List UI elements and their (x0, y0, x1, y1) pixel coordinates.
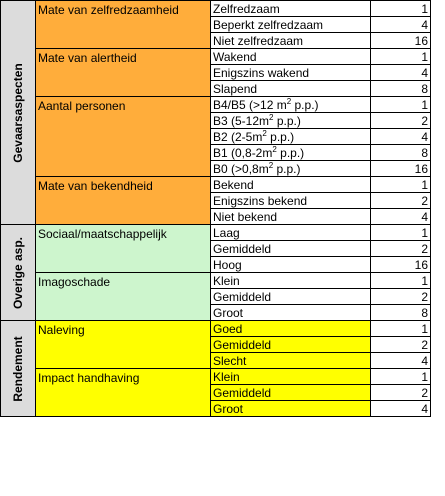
category-cell[interactable]: Aantal personen (35, 96, 211, 177)
score-cell[interactable]: 1 (370, 0, 431, 17)
table-row: Rendement Naleving Goed 1 (0, 320, 431, 417)
risk-matrix-table: Gevaarsaspecten Mate van zelfredzaamheid Z… (0, 0, 431, 417)
category-cell[interactable]: Impact handhaving (35, 368, 211, 417)
option-cell[interactable]: Goed (210, 320, 371, 337)
option-cell[interactable]: Groot (210, 304, 371, 321)
option-cell[interactable]: Bekend (210, 176, 371, 193)
score-cell[interactable]: 4 (370, 64, 431, 81)
score-cell[interactable]: 8 (370, 80, 431, 97)
score-cell[interactable]: 4 (370, 128, 431, 145)
category-cell[interactable]: Imagoschade (35, 272, 211, 321)
option-cell[interactable]: Gemiddeld (210, 336, 371, 353)
superscript-two: 2 (269, 112, 274, 122)
superscript-two: 2 (272, 144, 277, 154)
option-cell[interactable]: Enigszins bekend (210, 192, 371, 209)
score-cell[interactable]: 16 (370, 32, 431, 49)
option-cell[interactable]: Gemiddeld (210, 240, 371, 257)
risk-matrix-body: Gevaarsaspecten Mate van zelfredzaamheid Z… (0, 0, 431, 417)
score-cell[interactable]: 1 (370, 320, 431, 337)
score-cell[interactable]: 2 (370, 112, 431, 129)
score-cell[interactable]: 16 (370, 160, 431, 177)
section-label: Rendement (11, 335, 25, 402)
table-row: Enigszins bekend 2 (1, 192, 431, 209)
score-cell[interactable]: 4 (370, 352, 431, 369)
category-cell[interactable]: Mate van zelfredzaamheid (35, 0, 211, 49)
table-row: B1 (0,8-2m2 p.p.) 8 (1, 144, 431, 161)
option-cell[interactable]: B1 (0,8-2m2 p.p.) (210, 144, 371, 161)
option-cell[interactable]: Gemiddeld (210, 384, 371, 401)
option-cell[interactable]: Niet bekend (210, 208, 371, 225)
option-cell[interactable]: Laag (210, 224, 371, 241)
section-label: Gevaarsaspecten (11, 62, 25, 163)
table-row: Impact handhaving Klein 1 (1, 368, 431, 417)
score-cell[interactable]: 8 (370, 144, 431, 161)
score-cell[interactable]: 4 (370, 400, 431, 417)
section-header-cell[interactable]: Rendement (0, 320, 36, 417)
table-row: Gemiddeld 2 (1, 384, 431, 401)
score-cell[interactable]: 1 (370, 224, 431, 241)
option-cell[interactable]: B2 (2-5m2 p.p.) (210, 128, 371, 145)
score-cell[interactable]: 4 (370, 16, 431, 33)
section-header-cell[interactable]: Gevaarsaspecten (0, 0, 36, 225)
table-row: Mate van alertheid Wakend 1 (1, 48, 431, 97)
score-cell[interactable]: 2 (370, 384, 431, 401)
option-cell[interactable]: Wakend (210, 48, 371, 65)
table-row: Gevaarsaspecten Mate van zelfredzaamheid Z… (0, 0, 431, 225)
option-cell[interactable]: Enigszins wakend (210, 64, 371, 81)
option-cell[interactable]: Niet zelfredzaam (210, 32, 371, 49)
section-header-cell[interactable]: Overige asp. (0, 224, 36, 321)
table-row: Gemiddeld 2 (1, 240, 431, 257)
score-cell[interactable]: 2 (370, 288, 431, 305)
score-cell[interactable]: 1 (370, 176, 431, 193)
score-cell[interactable]: 1 (370, 368, 431, 385)
score-cell[interactable]: 1 (370, 96, 431, 113)
score-cell[interactable]: 8 (370, 304, 431, 321)
option-cell[interactable]: B3 (5-12m2 p.p.) (210, 112, 371, 129)
option-cell[interactable]: Groot (210, 400, 371, 417)
table-row: Groot 8 (1, 304, 431, 321)
score-cell[interactable]: 2 (370, 192, 431, 209)
superscript-two: 2 (268, 160, 274, 170)
section-label: Overige asp. (11, 236, 25, 309)
option-cell[interactable]: Slecht (210, 352, 371, 369)
table-row: Groot 4 (1, 400, 431, 417)
table-row: B2 (2-5m2 p.p.) 4 (1, 128, 431, 145)
table-row: Hoog 16 (1, 256, 431, 273)
superscript-two: 2 (262, 128, 267, 138)
option-cell[interactable]: Zelfredzaam (210, 0, 371, 17)
score-cell[interactable]: 4 (370, 208, 431, 225)
option-cell[interactable]: Gemiddeld (210, 288, 371, 305)
option-cell[interactable]: B0 (>0,8m2 p.p.) (210, 160, 371, 177)
option-cell[interactable]: Beperkt zelfredzaam (210, 16, 371, 33)
category-cell[interactable]: Mate van bekendheid (35, 176, 211, 225)
option-cell[interactable]: B4/B5 (>12 m2 p.p.) (210, 96, 371, 113)
table-row: Imagoschade Klein 1 (1, 272, 431, 321)
table-row: Gemiddeld 2 (1, 336, 431, 353)
table-row: Overige asp. Sociaal/maatschappelijk Laag 1 (0, 224, 431, 321)
category-cell[interactable]: Mate van alertheid (35, 48, 211, 97)
category-cell[interactable]: Sociaal/maatschappelijk (35, 224, 211, 273)
score-cell[interactable]: 16 (370, 256, 431, 273)
score-cell[interactable]: 2 (370, 240, 431, 257)
table-row: Mate van bekendheid Bekend 1 (1, 176, 431, 225)
category-cell[interactable]: Naleving (35, 320, 211, 369)
option-cell[interactable]: Hoog (210, 256, 371, 273)
option-cell[interactable]: Klein (210, 368, 371, 385)
score-cell[interactable]: 1 (370, 272, 431, 289)
superscript-two: 2 (286, 96, 292, 106)
score-cell[interactable]: 2 (370, 336, 431, 353)
score-cell[interactable]: 1 (370, 48, 431, 65)
option-cell[interactable]: Klein (210, 272, 371, 289)
table-row: Aantal personen B4/B5 (>12 m2 p.p.) 1 (1, 96, 431, 177)
option-cell[interactable]: Slapend (210, 80, 371, 97)
